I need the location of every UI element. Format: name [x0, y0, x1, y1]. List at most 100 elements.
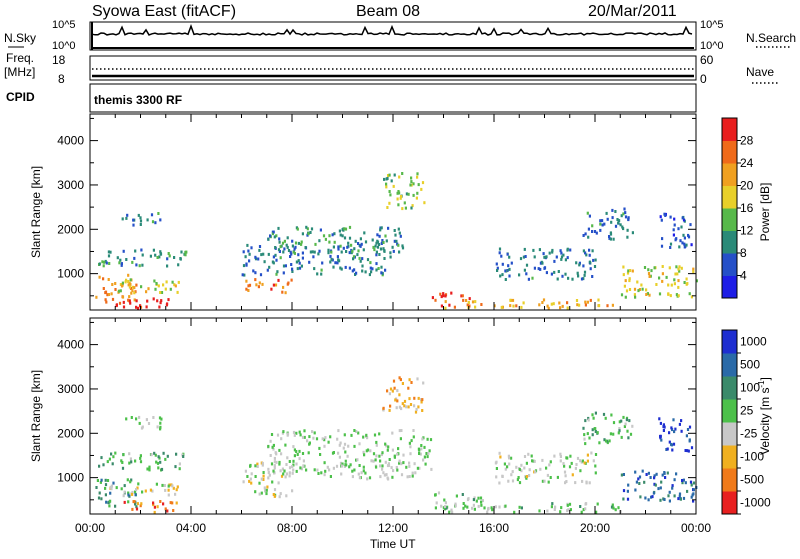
heatmap-cell — [129, 301, 132, 305]
heatmap-cell — [99, 480, 102, 484]
heatmap-cell — [609, 232, 613, 236]
heatmap-cell — [442, 294, 445, 298]
heatmap-cell — [669, 294, 672, 298]
heatmap-cell — [329, 435, 332, 439]
heatmap-cell — [559, 306, 562, 310]
heatmap-cell — [302, 464, 305, 468]
heatmap-cell — [100, 456, 103, 460]
heatmap-cell — [606, 217, 609, 221]
heatmap-cell — [103, 260, 106, 264]
heatmap-cell — [121, 295, 125, 299]
heatmap-cell — [684, 449, 687, 452]
heatmap-cell — [175, 488, 178, 492]
heatmap-cell — [566, 456, 569, 460]
heatmap-cell — [520, 305, 523, 309]
heatmap-cell — [139, 504, 142, 508]
heatmap-cell — [571, 473, 574, 477]
heatmap-cell — [688, 425, 692, 429]
heatmap-cell — [348, 251, 351, 255]
heatmap-cell — [250, 472, 253, 476]
heatmap-cell — [499, 274, 502, 278]
heatmap-cell — [397, 447, 400, 451]
heatmap-cell — [154, 453, 157, 457]
velocity-tick-label: 1000 — [740, 335, 767, 349]
heatmap-cell — [396, 399, 399, 403]
heatmap-cell — [588, 214, 591, 218]
heatmap-cell — [134, 290, 137, 294]
heatmap-cell — [174, 284, 177, 288]
heatmap-cell — [675, 472, 678, 476]
colorbar-segment — [722, 376, 737, 400]
heatmap-cell — [626, 429, 629, 433]
heatmap-cell — [320, 471, 323, 475]
heatmap-cell — [386, 206, 389, 209]
heatmap-cell — [336, 255, 339, 259]
heatmap-cell — [247, 249, 250, 253]
heatmap-cell — [591, 249, 594, 253]
heatmap-cell — [257, 257, 260, 261]
heatmap-cell — [348, 236, 352, 240]
heatmap-cell — [511, 470, 514, 474]
heatmap-cell — [118, 261, 121, 265]
heatmap-cell — [667, 292, 670, 296]
heatmap-cell — [683, 245, 686, 249]
heatmap-cell — [578, 303, 581, 307]
heatmap-cell — [258, 492, 261, 496]
heatmap-cell — [350, 433, 353, 437]
heatmap-cell — [386, 448, 389, 452]
heatmap-cell — [399, 437, 402, 441]
heatmap-cell — [350, 243, 353, 247]
heatmap-cell — [96, 479, 99, 482]
heatmap-cell — [329, 254, 332, 258]
heatmap-cell — [538, 303, 541, 307]
heatmap-cell — [548, 251, 551, 255]
heatmap-cell — [523, 455, 527, 458]
heatmap-cell — [503, 462, 506, 466]
heatmap-cell — [692, 481, 696, 485]
heatmap-cell — [622, 212, 625, 216]
heatmap-cell — [504, 467, 507, 471]
heatmap-cell — [156, 505, 159, 509]
heatmap-cell — [409, 445, 412, 449]
heatmap-cell — [408, 397, 411, 401]
heatmap-cell — [396, 468, 399, 472]
heatmap-cell — [398, 231, 401, 235]
heatmap-cell — [95, 295, 98, 299]
heatmap-cell — [273, 488, 277, 492]
heatmap-cell — [659, 421, 662, 425]
heatmap-cell — [129, 480, 132, 484]
heatmap-cell — [583, 437, 586, 441]
heatmap-cell — [280, 437, 283, 441]
heatmap-cell — [130, 291, 133, 295]
heatmap-cell — [297, 259, 300, 263]
heatmap-cell — [286, 433, 289, 437]
heatmap-cell — [559, 452, 562, 456]
heatmap-cell — [676, 272, 679, 276]
heatmap-cell — [98, 275, 101, 279]
heatmap-cell — [276, 433, 280, 437]
heatmap-cell — [271, 260, 274, 264]
heatmap-cell — [317, 252, 320, 256]
heatmap-cell — [550, 505, 553, 509]
heatmap-cell — [303, 429, 306, 433]
heatmap-cell — [400, 429, 403, 432]
heatmap-cell — [496, 269, 499, 272]
heatmap-cell — [105, 261, 108, 265]
heatmap-cell — [620, 473, 623, 477]
heatmap-cell — [631, 269, 634, 273]
heatmap-cell — [445, 506, 448, 510]
heatmap-cell — [326, 465, 329, 469]
heatmap-cell — [661, 272, 664, 276]
heatmap-cell — [148, 468, 151, 472]
heatmap-cell — [660, 244, 664, 248]
heatmap-cell — [563, 470, 567, 474]
heatmap-cell — [343, 433, 346, 437]
heatmap-cell — [400, 195, 403, 198]
heatmap-cell — [387, 462, 390, 466]
heatmap-cell — [111, 297, 115, 301]
heatmap-cell — [107, 254, 111, 258]
heatmap-cell — [430, 467, 433, 471]
heatmap-cell — [375, 454, 378, 458]
heatmap-cell — [130, 460, 133, 464]
heatmap-cell — [338, 455, 341, 459]
